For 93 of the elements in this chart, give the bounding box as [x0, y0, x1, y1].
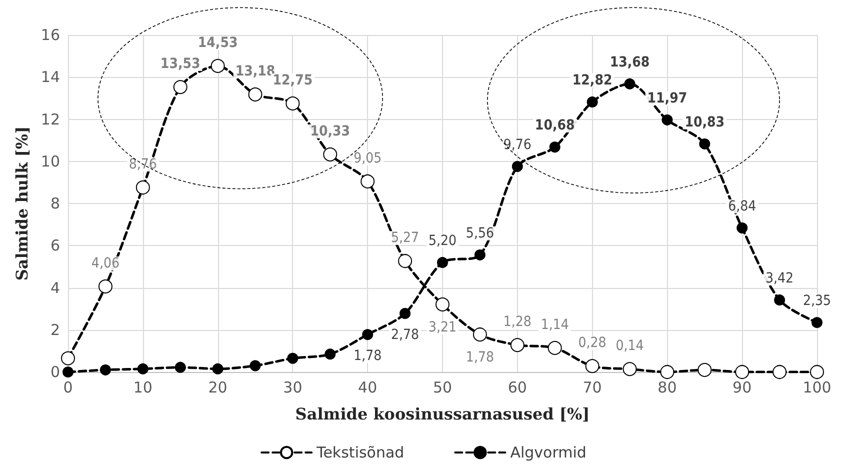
point	[512, 160, 523, 172]
point	[810, 365, 824, 379]
legend-label: Tekstisõnad	[316, 444, 404, 462]
point	[100, 364, 111, 376]
y-tick-label: 0	[50, 363, 60, 381]
point	[362, 329, 374, 340]
point	[436, 297, 450, 312]
data-label: 1,78	[466, 350, 494, 366]
data-label: 13,68	[610, 54, 650, 70]
point	[137, 363, 148, 374]
point	[549, 142, 560, 153]
data-label: 1,78	[354, 348, 382, 364]
point	[61, 351, 75, 366]
point	[250, 360, 261, 372]
y-axis-title: Salmide hulk [%]	[12, 126, 32, 281]
x-axis-title: Salmide koosinussarnasused [%]	[295, 404, 590, 424]
point	[212, 363, 224, 374]
point	[774, 294, 786, 306]
point	[324, 348, 336, 360]
data-label: 12,75	[272, 72, 313, 88]
y-tick-label: 14	[40, 68, 60, 86]
point	[699, 138, 710, 150]
point	[173, 80, 188, 94]
data-label: 4,06	[91, 255, 120, 272]
x-tick-label: 40	[358, 378, 378, 396]
point	[210, 58, 225, 73]
data-label: 0,28	[578, 335, 606, 352]
point	[398, 254, 412, 268]
point	[586, 96, 598, 108]
point	[698, 362, 712, 377]
data-label: 10,68	[534, 118, 575, 134]
data-label: 0,14	[616, 338, 644, 354]
data-label: 5,56	[466, 225, 494, 242]
x-tick-label: 20	[208, 378, 228, 396]
point	[472, 328, 487, 342]
data-label: 10,33	[310, 123, 350, 140]
data-label: 2,78	[391, 326, 420, 343]
y-tick-label: 8	[50, 194, 60, 212]
point	[174, 362, 186, 373]
point	[812, 317, 822, 328]
x-tick-label: 0	[63, 378, 73, 396]
x-tick-label: 90	[732, 378, 752, 396]
data-label: 9,05	[354, 150, 382, 166]
data-label: 2,35	[802, 293, 832, 310]
point	[400, 308, 411, 319]
data-label: 13,53	[160, 56, 200, 72]
data-label: 11,97	[647, 90, 688, 106]
data-label: 9,76	[503, 136, 532, 153]
data-label: 3,21	[428, 319, 457, 336]
x-tick-label: 30	[283, 378, 302, 396]
x-tick-label: 100	[802, 378, 832, 396]
x-tick-label: 70	[582, 378, 602, 396]
point	[622, 362, 637, 376]
x-tick-label: 60	[508, 378, 527, 396]
point	[510, 338, 524, 352]
point	[735, 365, 750, 379]
data-label: 12,82	[572, 72, 612, 88]
x-tick-label: 50	[432, 378, 452, 396]
y-tick-label: 4	[50, 278, 60, 297]
point	[323, 147, 338, 162]
point	[287, 352, 298, 364]
point	[772, 365, 787, 379]
point	[136, 180, 150, 194]
point	[736, 222, 748, 234]
data-label: 3,42	[766, 270, 794, 286]
data-label: 5,27	[391, 230, 420, 246]
point	[98, 279, 112, 294]
x-tick-label: 10	[133, 378, 152, 396]
x-tick-label: 80	[658, 378, 677, 396]
point	[624, 78, 636, 90]
data-label: 10,83	[684, 114, 725, 130]
point	[437, 256, 448, 268]
point	[585, 359, 600, 374]
point	[248, 87, 262, 102]
point	[548, 340, 562, 355]
y-tick-label: 10	[40, 152, 60, 170]
y-tick-label: 2	[50, 320, 60, 339]
point	[360, 174, 375, 188]
point	[474, 249, 486, 260]
y-tick-label: 16	[40, 26, 60, 44]
point	[286, 96, 300, 110]
data-label: 1,28	[503, 314, 532, 330]
point	[660, 365, 674, 379]
legend-label: Algvormid	[510, 444, 586, 462]
data-label: 6,84	[728, 198, 756, 214]
data-label: 14,53	[198, 34, 238, 51]
data-label: 1,14	[540, 316, 569, 333]
data-label: 5,20	[428, 232, 457, 249]
data-label: 13,18	[235, 63, 276, 80]
y-tick-label: 12	[40, 110, 60, 128]
y-tick-label: 6	[50, 236, 60, 255]
point	[62, 366, 74, 378]
point	[662, 114, 673, 126]
